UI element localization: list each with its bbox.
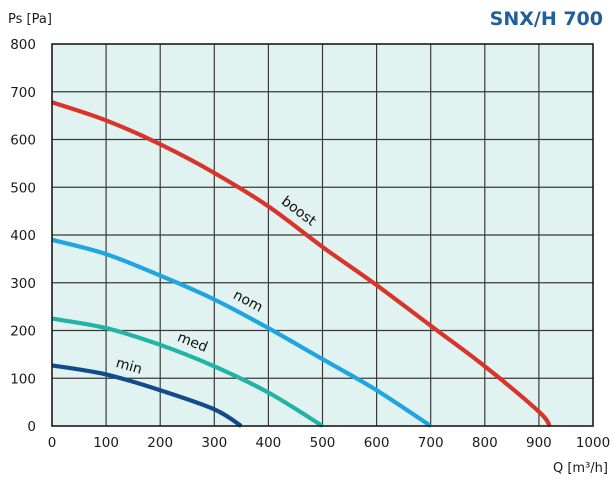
y-tick-label: 700 (10, 85, 36, 101)
tick-labels: 0 100 200 300 400 500 600 700 800 900 1000 0 100 200 3… (10, 37, 610, 451)
y-axis-label: Ps [Pa] (8, 12, 52, 27)
x-tick-label: 300 (201, 435, 227, 451)
plot-frame (51, 43, 594, 427)
y-tick-label: 0 (27, 419, 36, 435)
x-axis-label: Q [m³/h] (553, 461, 608, 476)
y-tick-label: 500 (10, 180, 36, 196)
x-tick-label: 200 (147, 435, 173, 451)
series-line-min (51, 363, 243, 428)
x-tick-label: 400 (256, 435, 282, 451)
y-axis-label-unit: [Pa] (27, 12, 52, 27)
x-tick-label: 800 (472, 435, 498, 451)
y-tick-label: 100 (10, 371, 36, 387)
series-line-med (51, 316, 324, 428)
y-tick-label: 200 (10, 324, 36, 340)
y-tick-label: 400 (10, 228, 36, 244)
y-tick-label: 300 (10, 276, 36, 292)
x-tick-label: 500 (310, 435, 336, 451)
series-line-boost (51, 100, 552, 428)
chart-title: SNX/H 700 (490, 8, 603, 30)
x-tick-label: 900 (526, 435, 552, 451)
x-tick-label: 100 (93, 435, 119, 451)
plot-border (51, 43, 594, 427)
series-line-nom (51, 237, 432, 428)
y-tick-label: 600 (10, 133, 36, 149)
x-tick-label: 600 (364, 435, 390, 451)
series-label-min: min (114, 355, 144, 378)
x-tick-label: 700 (418, 435, 444, 451)
x-tick-label: 0 (48, 435, 57, 451)
x-tick-label: 1000 (576, 435, 610, 451)
y-axis-label-symbol: Ps (8, 12, 23, 27)
series-group (51, 100, 552, 428)
y-tick-label: 800 (10, 37, 36, 53)
